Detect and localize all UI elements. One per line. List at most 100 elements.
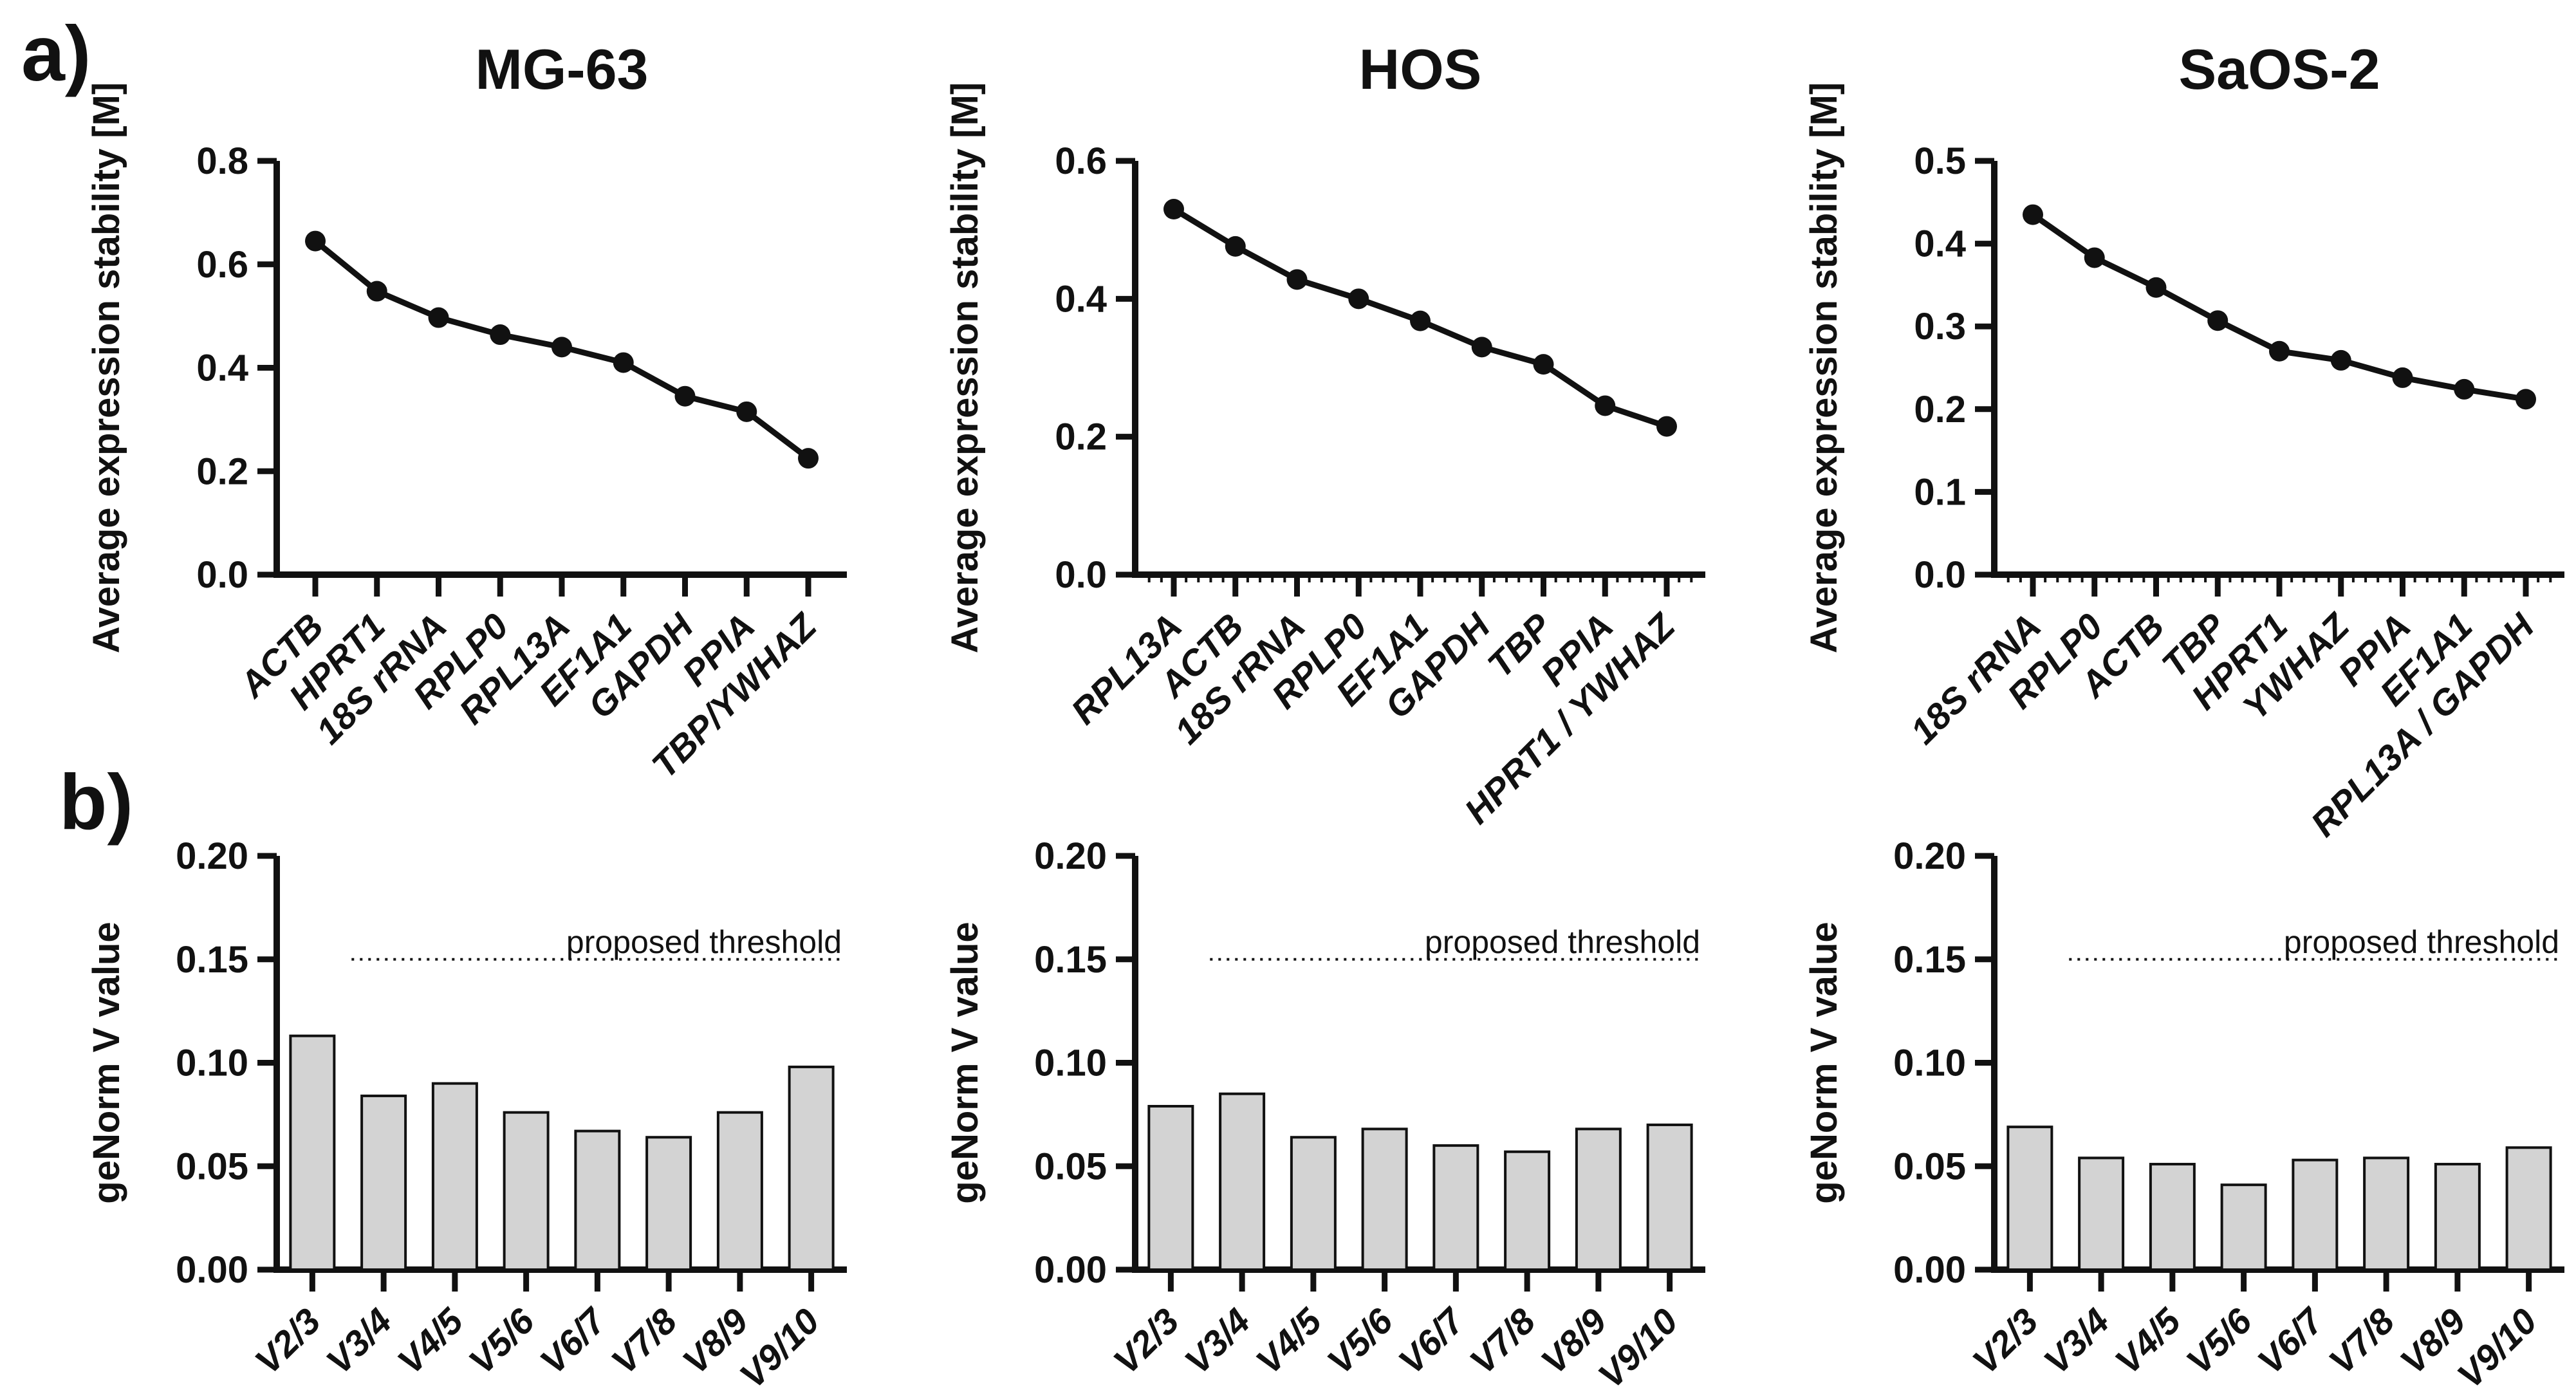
y-tick-label: 0.05 bbox=[176, 1145, 248, 1187]
bar bbox=[2078, 1156, 2125, 1272]
data-point bbox=[1286, 269, 1308, 290]
bar bbox=[431, 1082, 478, 1272]
y-tick-label: 0.10 bbox=[176, 1042, 248, 1084]
y-tick-label: 0.8 bbox=[196, 140, 248, 182]
y-tick-label: 0.4 bbox=[196, 348, 248, 389]
data-point bbox=[1656, 416, 1677, 437]
y-axis-title: geNorm V value bbox=[1803, 922, 1845, 1203]
x-tick-label: V3/4 bbox=[1177, 1301, 1258, 1382]
bar bbox=[2006, 1126, 2053, 1271]
y-tick-label: 0.20 bbox=[176, 835, 248, 877]
y-tick-label: 0.2 bbox=[1055, 416, 1107, 458]
y-tick-label: 0.20 bbox=[1893, 835, 1966, 877]
y-tick-label: 0.0 bbox=[1055, 554, 1107, 596]
panel-label-b: b) bbox=[59, 758, 134, 846]
y-tick-label: 0.10 bbox=[1893, 1042, 1966, 1084]
data-line bbox=[2031, 212, 2526, 402]
data-point bbox=[1410, 310, 1431, 331]
chart-canvas-hos-stability: HOS Average expression stability [M] 0.0 0.… bbox=[944, 37, 1705, 831]
x-tick-label: V6/7 bbox=[532, 1299, 615, 1382]
y-axis-title: geNorm V value bbox=[944, 922, 986, 1203]
x-tick-label: V4/5 bbox=[2107, 1300, 2189, 1382]
panel-label-a: a) bbox=[21, 10, 91, 97]
data-point bbox=[2392, 367, 2413, 388]
chart-mg63-stability: MG-63 Average expression stability [M] 0.0… bbox=[0, 0, 858, 786]
data-point bbox=[2454, 378, 2475, 400]
y-tick-label: 0.15 bbox=[176, 939, 248, 981]
y-tick-label: 0.3 bbox=[1914, 306, 1966, 348]
chart-mg63-genorm: geNorm V value 0.00 0.05 0.10 0.15 0.20 V2/3 V3… bbox=[0, 695, 858, 1390]
y-tick-label: 0.6 bbox=[1055, 140, 1107, 182]
bar bbox=[574, 1129, 621, 1271]
threshold-label: proposed threshold bbox=[1425, 924, 1700, 960]
y-tick-label: 0.10 bbox=[1034, 1042, 1107, 1084]
y-tick-label: 0.15 bbox=[1893, 939, 1966, 981]
y-axis-title: Average expression stability [M] bbox=[86, 82, 127, 653]
data-point bbox=[674, 385, 696, 407]
bar bbox=[716, 1111, 763, 1271]
data-point bbox=[2084, 247, 2105, 268]
chart-canvas-mg63-genorm: geNorm V value 0.00 0.05 0.10 0.15 0.20 V2/3V3… bbox=[86, 835, 847, 1390]
x-tick-label: V5/6 bbox=[461, 1300, 542, 1382]
data-point bbox=[2330, 349, 2351, 371]
x-tick-label: V7/8 bbox=[2321, 1300, 2403, 1382]
bar bbox=[1575, 1127, 1622, 1271]
bar bbox=[1646, 1123, 1693, 1272]
data-point bbox=[1471, 337, 1492, 358]
chart-hos-genorm: geNorm V value 0.00 0.05 0.10 0.15 0.20 V2/3 V3… bbox=[858, 695, 1717, 1390]
data-point bbox=[490, 324, 511, 346]
chart-saos2-genorm: geNorm V value 0.00 0.05 0.10 0.15 0.20 V2/3 V3… bbox=[1718, 695, 2576, 1390]
y-tick-label: 0.00 bbox=[1893, 1249, 1966, 1291]
threshold-label: proposed threshold bbox=[566, 924, 842, 960]
data-point bbox=[1533, 354, 1554, 375]
chart-title: HOS bbox=[1359, 37, 1482, 101]
x-tick-label: V6/7 bbox=[2250, 1299, 2332, 1382]
bar bbox=[1290, 1136, 1337, 1271]
bar bbox=[1432, 1144, 1479, 1271]
data-point bbox=[2269, 340, 2290, 362]
chart-saos2-stability: SaOS-2 Average expression stability [M] 0.… bbox=[1718, 0, 2576, 844]
data-point bbox=[2207, 310, 2229, 331]
bar bbox=[2220, 1183, 2267, 1271]
x-tick-label: V2/3 bbox=[1106, 1301, 1187, 1382]
data-point bbox=[798, 448, 819, 469]
x-tick-label: V4/5 bbox=[1248, 1300, 1330, 1382]
bar bbox=[1147, 1105, 1194, 1272]
data-point bbox=[736, 401, 757, 422]
data-point bbox=[428, 307, 449, 328]
chart-canvas-hos-genorm: geNorm V value 0.00 0.05 0.10 0.15 0.20 V2/3V3… bbox=[944, 835, 1705, 1390]
data-point bbox=[613, 352, 634, 373]
y-tick-label: 0.0 bbox=[196, 554, 248, 596]
y-tick-label: 0.15 bbox=[1034, 939, 1107, 981]
data-point bbox=[2145, 277, 2167, 298]
data-point bbox=[551, 337, 572, 358]
y-tick-label: 0.2 bbox=[196, 450, 248, 492]
x-tick-label: V7/8 bbox=[604, 1300, 685, 1382]
bar bbox=[2505, 1146, 2552, 1271]
y-tick-label: 0.4 bbox=[1055, 278, 1107, 320]
x-tick-label: V3/4 bbox=[319, 1301, 400, 1382]
x-tick-label: V5/6 bbox=[2178, 1300, 2260, 1382]
x-tick-label: V9/10 bbox=[1590, 1301, 1685, 1390]
x-tick-label: V5/6 bbox=[1319, 1300, 1401, 1382]
y-tick-label: 0.20 bbox=[1034, 835, 1107, 877]
x-tick-label: V2/3 bbox=[1965, 1301, 2046, 1382]
bar bbox=[289, 1034, 336, 1272]
chart-canvas-saos2-stability: SaOS-2 Average expression stability [M] 0.… bbox=[1803, 37, 2564, 844]
data-point bbox=[2516, 389, 2536, 410]
bar bbox=[2363, 1156, 2410, 1272]
chart-canvas-saos2-genorm: geNorm V value 0.00 0.05 0.10 0.15 0.20 V2/3V3… bbox=[1803, 835, 2564, 1390]
y-tick-label: 0.6 bbox=[196, 244, 248, 286]
y-tick-label: 0.0 bbox=[1914, 554, 1966, 596]
y-axis-title: geNorm V value bbox=[86, 922, 127, 1203]
y-tick-label: 0.5 bbox=[1914, 140, 1966, 182]
chart-canvas-mg63-stability: MG-63 Average expression stability [M] 0.0… bbox=[86, 37, 847, 786]
chart-title: SaOS-2 bbox=[2178, 37, 2380, 101]
chart-title: MG-63 bbox=[476, 37, 649, 101]
y-axis-title: Average expression stability [M] bbox=[944, 82, 986, 653]
bar bbox=[2292, 1158, 2339, 1271]
y-tick-label: 0.05 bbox=[1034, 1145, 1107, 1187]
bar bbox=[2434, 1163, 2481, 1271]
y-tick-label: 0.00 bbox=[1034, 1249, 1107, 1291]
